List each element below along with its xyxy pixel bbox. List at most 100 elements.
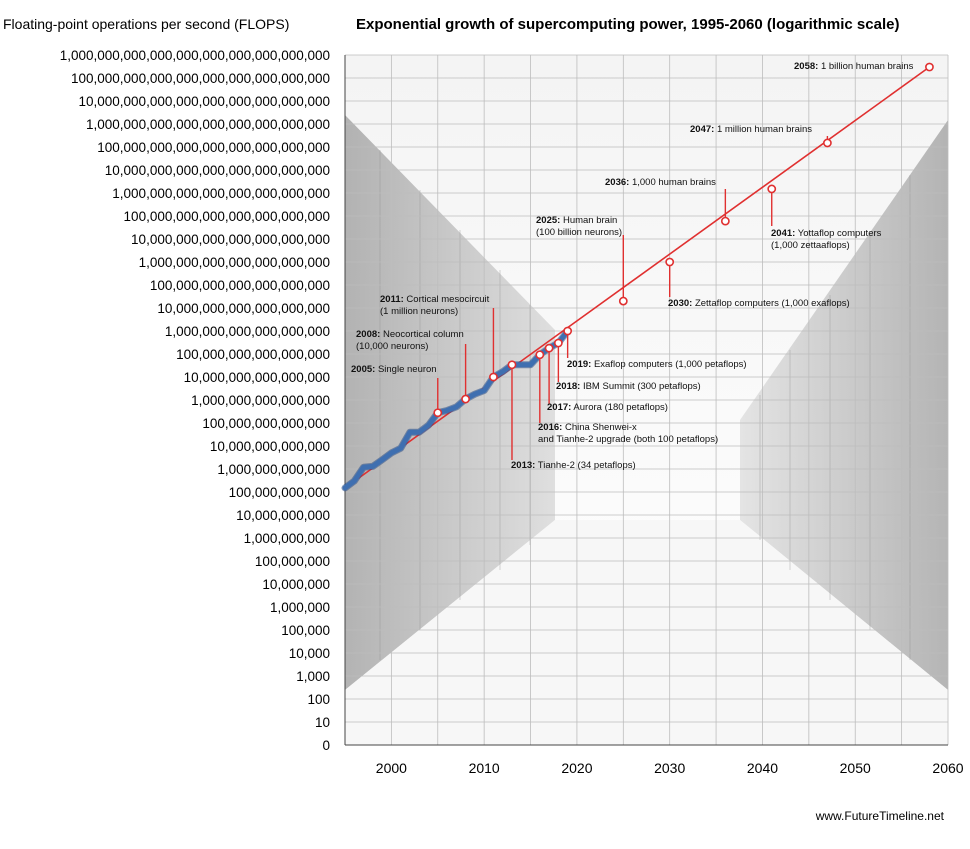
annotation-marker	[544, 343, 554, 353]
annotation-text: Aurora (180 petaflops)	[571, 402, 668, 413]
x-tick-label: 2000	[376, 760, 407, 776]
x-tick-label: 2060	[932, 760, 963, 776]
annotation-text: Neocortical column	[380, 329, 463, 340]
y-tick-label: 1,000,000,000,000,000,000	[165, 324, 330, 339]
annotation-label: 2005: Single neuron	[351, 364, 437, 375]
y-tick-label: 0	[322, 738, 330, 753]
y-tick-label: 1,000,000,000,000,000	[191, 393, 330, 408]
annotation-text: Cortical mesocircuit	[404, 294, 490, 305]
annotation-marker	[461, 394, 470, 404]
annotation-label-line2: and Tianhe-2 upgrade (both 100 petaflops…	[538, 434, 718, 445]
footer-credit: www.FutureTimeline.net	[815, 809, 945, 823]
annotation-text: China Shenwei-x	[562, 422, 637, 433]
historical-line	[342, 328, 571, 491]
annotation-label: 2016: China Shenwei-x	[538, 422, 637, 433]
y-axis: 0 10 100 1,000 10,000 100,000 1,000,000 10,000,…	[60, 48, 330, 753]
annotation-label: 2017: Aurora (180 petaflops)	[547, 402, 668, 413]
annotation-label: 2025: Human brain	[536, 215, 617, 226]
y-tick-label: 100,000,000,000,000,000,000,000,000,000	[71, 71, 330, 86]
annotation-marker	[767, 184, 777, 194]
annotation-year: 2016:	[538, 422, 562, 433]
annotation-label: 2008: Neocortical column	[356, 329, 464, 340]
annotation-marker	[507, 360, 517, 370]
annotation-year: 2058:	[794, 61, 818, 72]
annotation-2017: 2017: Aurora (180 petaflops)	[544, 343, 668, 413]
annotation-marker	[535, 350, 545, 360]
x-tick-label: 2010	[469, 760, 500, 776]
annotation-marker	[489, 372, 498, 382]
annotation-year: 2008:	[356, 329, 380, 340]
y-tick-label: 1,000,000	[270, 600, 330, 615]
x-tick-label: 2040	[747, 760, 778, 776]
annotation-year: 2017:	[547, 402, 571, 413]
annotation-year: 2013:	[511, 460, 535, 471]
annotation-text: Single neuron	[375, 364, 436, 375]
annotation-label: 2013: Tianhe-2 (34 petaflops)	[511, 460, 636, 471]
annotation-label: 2047: 1 million human brains	[690, 124, 812, 135]
y-tick-label: 10,000,000,000,000,000	[184, 370, 330, 385]
annotation-text: Yottaflop computers	[795, 228, 881, 239]
annotation-text: Exaflop computers (1,000 petaflops)	[591, 359, 746, 370]
annotation-year: 2019:	[567, 359, 591, 370]
annotation-year: 2036:	[605, 177, 629, 188]
y-tick-label: 10,000,000,000,000	[210, 439, 330, 454]
annotation-2058: 2058: 1 billion human brains	[794, 61, 934, 72]
annotation-2019: 2019: Exaflop computers (1,000 petaflops…	[563, 326, 747, 370]
y-tick-label: 100,000,000,000,000	[202, 416, 330, 431]
annotation-text: Tianhe-2 (34 petaflops)	[535, 460, 635, 471]
y-tick-label: 1,000,000,000,000,000,000,000,000,000	[86, 117, 330, 132]
annotation-text: 1 million human brains	[714, 124, 812, 135]
annotation-label: 2030: Zettaflop computers (1,000 exaflop…	[668, 298, 850, 309]
annotation-2005: 2005: Single neuron	[351, 364, 443, 418]
annotation-label: 2036: 1,000 human brains	[605, 177, 716, 188]
annotation-2008: 2008: Neocortical column(10,000 neurons)	[356, 329, 470, 404]
annotation-marker	[823, 138, 832, 148]
annotation-text: 1,000 human brains	[629, 177, 716, 188]
annotation-label: 2018: IBM Summit (300 petaflops)	[556, 381, 701, 392]
chart-title: Exponential growth of supercomputing pow…	[356, 16, 899, 33]
x-tick-label: 2020	[561, 760, 592, 776]
annotation-2030: 2030: Zettaflop computers (1,000 exaflop…	[665, 257, 850, 309]
annotation-text: 1 billion human brains	[818, 61, 913, 72]
annotation-text: Zettaflop computers (1,000 exaflops)	[692, 298, 849, 309]
y-axis-label: Floating-point operations per second (FL…	[3, 16, 289, 32]
annotation-marker	[720, 216, 730, 226]
corridor-floor	[345, 520, 948, 745]
y-tick-label: 1,000,000,000,000,000,000,000,000,000,00…	[60, 48, 330, 63]
annotation-label: 2019: Exaflop computers (1,000 petaflops…	[567, 359, 747, 370]
annotation-label: 2058: 1 billion human brains	[794, 61, 914, 72]
y-tick-label: 10,000,000,000	[236, 508, 330, 523]
y-tick-label: 10,000,000	[262, 577, 330, 592]
y-tick-label: 100,000,000,000,000,000	[176, 347, 330, 362]
annotation-2018: 2018: IBM Summit (300 petaflops)	[553, 338, 701, 392]
annotation-year: 2030:	[668, 298, 692, 309]
annotation-marker	[563, 326, 573, 336]
annotation-label-line2: (1 million neurons)	[380, 306, 458, 317]
annotation-year: 2005:	[351, 364, 375, 375]
x-axis: 2000 2010 2020 2030 2040 2050 2060	[344, 55, 964, 776]
annotation-2047: 2047: 1 million human brains	[690, 124, 832, 148]
rack-row-right	[740, 120, 948, 690]
y-tick-label: 100,000,000,000,000,000,000	[150, 278, 330, 293]
rack-row-left	[345, 115, 555, 690]
series-layer	[341, 66, 930, 492]
annotation-text: IBM Summit (300 petaflops)	[580, 381, 700, 392]
y-tick-label: 10,000	[289, 646, 330, 661]
x-tick-label: 2050	[840, 760, 871, 776]
annotation-marker	[925, 62, 934, 72]
annotation-year: 2011:	[380, 294, 404, 305]
annotation-marker	[665, 257, 675, 267]
annotation-label-line2: (100 billion neurons)	[536, 227, 622, 238]
y-tick-label: 1,000	[296, 669, 330, 684]
y-tick-label: 1,000,000,000,000	[217, 462, 330, 477]
annotation-2036: 2036: 1,000 human brains	[605, 177, 730, 226]
annotation-marker	[433, 408, 443, 418]
projection-trend-line	[344, 66, 930, 489]
y-tick-label: 10,000,000,000,000,000,000,000,000,000	[79, 94, 331, 109]
y-tick-label: 1,000,000,000,000,000,000,000	[139, 255, 330, 270]
y-tick-label: 10,000,000,000,000,000,000	[157, 301, 330, 316]
y-tick-label: 10	[315, 715, 330, 730]
y-tick-label: 100,000,000,000,000,000,000,000	[124, 209, 330, 224]
annotation-year: 2018:	[556, 381, 580, 392]
